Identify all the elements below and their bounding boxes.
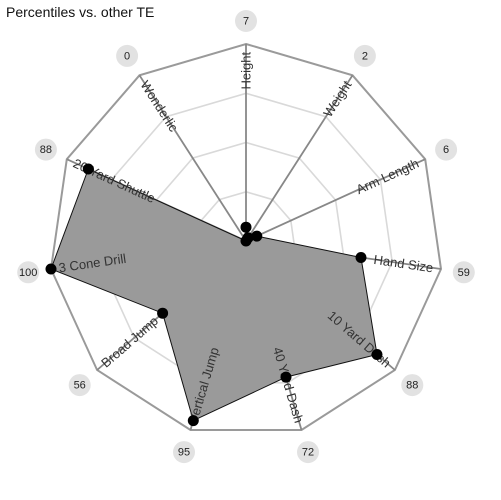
value-label: 72 — [302, 447, 314, 459]
value-bubble — [401, 374, 424, 397]
value-label: 0 — [124, 50, 130, 62]
spoke-line — [245, 158, 426, 242]
axis-label: Weight — [320, 78, 355, 120]
axis-label: Broad Jump — [98, 313, 161, 370]
axis-label: Arm Length — [354, 156, 421, 198]
data-point-layer — [45, 163, 383, 427]
data-point — [240, 221, 252, 233]
value-bubble — [173, 441, 195, 464]
axis-label: Height — [239, 52, 254, 90]
value-bubble — [452, 261, 475, 284]
value-label: 7 — [243, 16, 249, 28]
value-label: 100 — [19, 267, 37, 279]
chart-title: Percentiles vs. other TE — [6, 4, 155, 20]
value-bubble — [353, 44, 376, 67]
data-point — [157, 307, 169, 319]
axis-label: Wonderlic — [137, 78, 181, 135]
spoke-line — [245, 74, 354, 242]
value-label: 2 — [362, 50, 368, 62]
value-bubble — [17, 261, 40, 284]
value-label: 88 — [406, 380, 418, 392]
value-bubble — [116, 44, 139, 67]
axis-label: Hand Size — [373, 252, 435, 275]
spoke-line — [138, 74, 247, 242]
value-bubble — [297, 441, 319, 464]
value-label: 95 — [178, 447, 190, 459]
outer-frame — [49, 42, 443, 431]
data-point — [251, 230, 263, 242]
data-point — [82, 163, 94, 175]
data-point — [280, 371, 292, 383]
data-point — [371, 349, 383, 360]
value-bubble — [435, 138, 458, 161]
value-label: 56 — [74, 380, 86, 392]
value-label: 6 — [443, 144, 449, 156]
value-label: 59 — [458, 267, 470, 279]
value-bubble — [68, 374, 91, 397]
data-point — [355, 252, 367, 263]
data-point — [187, 415, 199, 427]
value-bubble — [34, 138, 57, 161]
value-bubble — [235, 10, 257, 32]
data-point — [240, 235, 252, 247]
data-point — [45, 263, 57, 275]
value-label: 88 — [40, 144, 52, 156]
